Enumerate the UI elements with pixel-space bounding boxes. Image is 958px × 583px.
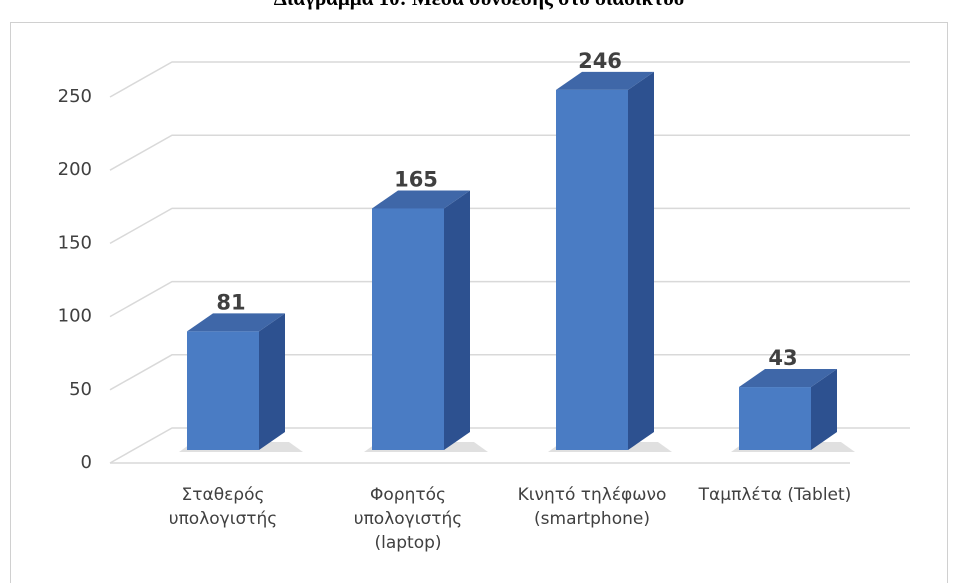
y-tick-label: 50: [69, 379, 92, 400]
grid-line: [109, 61, 910, 98]
y-tick-label: 250: [58, 86, 92, 107]
bar: [739, 387, 811, 450]
value-label: 165: [394, 167, 438, 191]
value-label: 81: [216, 290, 245, 314]
x-tick-label: Σταθερός υπολογιστής: [168, 485, 278, 529]
bar-side: [444, 190, 470, 450]
grid-line: [109, 134, 910, 171]
bar-top: [372, 190, 470, 209]
y-tick-label: 0: [81, 452, 92, 473]
bar-top: [556, 71, 654, 90]
value-label: 43: [768, 346, 797, 370]
bar: [372, 208, 444, 450]
bar: [187, 331, 259, 450]
x-tick-label: Κινητό τηλέφωνο (smartphone): [517, 485, 667, 529]
grid-line: [109, 427, 910, 464]
value-label: 246: [578, 49, 622, 73]
y-tick-label: 100: [58, 306, 92, 327]
bar: [556, 89, 628, 450]
bar-top: [187, 313, 285, 332]
grid-line: [109, 354, 910, 391]
chart-title: Διάγραμμα 10: Μέσα σύνδεσης στο διαδίκτυ…: [0, 0, 958, 11]
x-tick-label: Ταμπλέτα (Tablet): [698, 485, 852, 505]
bar-side: [811, 369, 837, 450]
bar-top: [739, 369, 837, 388]
x-tick-label: Φορητός υπολογιστής (laptop): [353, 485, 463, 553]
chart-border: [10, 22, 948, 583]
y-tick-label: 150: [58, 232, 92, 253]
bar-side: [259, 313, 285, 450]
grid-line: [109, 280, 910, 318]
y-tick-label: 200: [58, 159, 92, 180]
bar-side: [628, 71, 654, 450]
grid-line: [109, 207, 910, 245]
